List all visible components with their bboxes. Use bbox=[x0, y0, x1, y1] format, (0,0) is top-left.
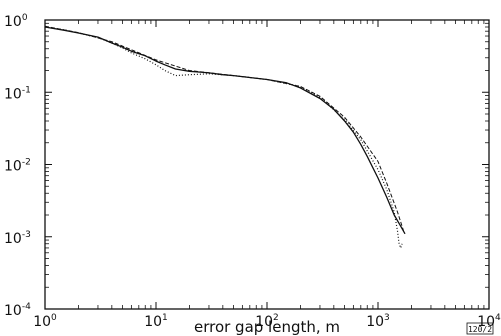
series-line-dashed bbox=[44, 25, 405, 232]
x-tick-label: 101 bbox=[144, 313, 168, 330]
y-tick-label: 10-3 bbox=[4, 230, 31, 247]
x-tick-label: 103 bbox=[366, 313, 390, 330]
x-axis-label: error gap length, m bbox=[194, 318, 340, 336]
x-tick-label: 100 bbox=[33, 313, 57, 330]
figure-id-box bbox=[466, 322, 494, 335]
y-tick-label: 100 bbox=[4, 13, 28, 30]
series-line-dotted bbox=[44, 26, 403, 249]
y-tick-label: 10-2 bbox=[4, 158, 31, 175]
series-line-solid bbox=[44, 26, 406, 235]
figure-id: 120/2 bbox=[468, 325, 492, 334]
axes: 100 101 102 103 104 100 10-1 10-2 10-3 10-4 bbox=[4, 13, 501, 330]
y-tick-label: 10-1 bbox=[4, 85, 31, 102]
x-tick-label: 104 bbox=[477, 313, 501, 330]
x-tick-label: 102 bbox=[255, 313, 279, 330]
y-tick-label: 10-4 bbox=[4, 302, 31, 319]
plot-frame bbox=[44, 19, 490, 310]
series-group bbox=[44, 25, 406, 249]
